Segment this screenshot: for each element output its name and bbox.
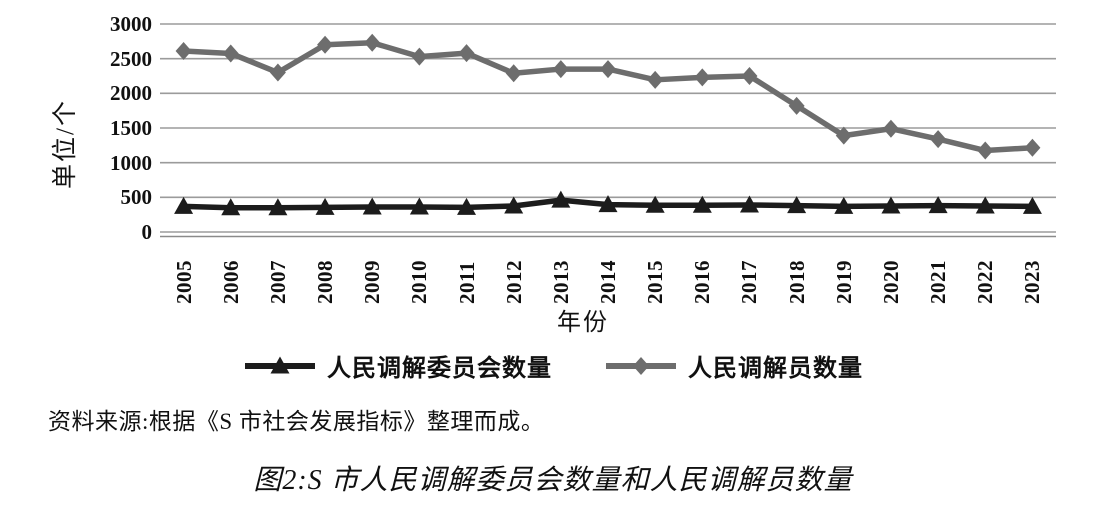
triangle-marker — [928, 196, 948, 214]
diamond-marker — [835, 126, 852, 145]
diamond-marker — [317, 35, 334, 54]
x-tick-label: 2006 — [218, 260, 243, 304]
figure-caption: 图2:S 市人民调解委员会数量和人民调解员数量 — [253, 465, 853, 496]
triangle-marker — [692, 195, 712, 213]
triangle-marker — [362, 197, 382, 215]
triangle-marker — [504, 196, 524, 214]
triangle-marker — [221, 198, 241, 216]
x-tick-label: 2018 — [784, 260, 809, 304]
triangle-marker — [1022, 196, 1042, 214]
triangle-marker — [268, 198, 288, 216]
chart-plot-area — [160, 23, 1056, 238]
diamond-marker — [741, 67, 758, 85]
x-tick-label: 2009 — [360, 260, 385, 304]
triangle-marker — [645, 195, 665, 213]
y-tick-label: 0 — [141, 220, 153, 244]
diamond-marker — [647, 70, 664, 89]
diamond-marker — [458, 44, 475, 63]
x-tick-label: 2010 — [407, 260, 432, 304]
triangle-marker — [598, 195, 618, 213]
y-tick-label: 2500 — [110, 46, 152, 71]
legend-label: 人民调解委员会数量 — [327, 355, 552, 382]
diamond-marker — [411, 47, 428, 66]
diamond-marker — [364, 33, 381, 52]
diamond-marker — [1024, 138, 1041, 157]
diamond-marker — [222, 44, 239, 63]
y-tick-label: 1000 — [110, 150, 152, 175]
legend-diamond-marker-icon — [606, 356, 676, 375]
legend-item: 人民调解委员会数量 — [243, 348, 552, 383]
x-tick-label: 2021 — [926, 260, 951, 304]
diamond-marker — [882, 119, 899, 138]
diamond-marker — [977, 141, 994, 160]
x-tick-label: 2014 — [596, 260, 620, 304]
legend-triangle-marker-icon — [245, 356, 315, 373]
triangle-marker — [174, 196, 194, 214]
diamond-marker — [269, 63, 286, 82]
triangle-marker — [315, 197, 335, 215]
diamond-marker — [600, 60, 616, 79]
x-tick-label: 2005 — [171, 260, 196, 304]
y-tick-label: 3000 — [110, 12, 152, 36]
x-tick-label: 2012 — [501, 260, 526, 304]
legend-item: 人民调解员数量 — [604, 348, 863, 383]
x-tick-label: 2019 — [831, 260, 856, 304]
diamond-marker — [552, 60, 569, 79]
y-tick-label: 2000 — [110, 81, 152, 106]
legend-label: 人民调解员数量 — [688, 355, 863, 382]
x-tick-label: 2016 — [690, 260, 715, 304]
x-tick-label: 2023 — [1020, 260, 1045, 304]
legend: 人民调解委员会数量 人民调解员数量 — [0, 348, 1106, 383]
x-tick-label: 2017 — [737, 260, 762, 304]
diamond-marker — [694, 68, 711, 87]
legend-marker-shape — [633, 356, 649, 375]
triangle-marker — [787, 196, 807, 214]
x-tick-label: 2007 — [265, 260, 290, 304]
x-tick-label: 2020 — [878, 260, 903, 304]
triangle-marker — [457, 197, 477, 215]
legend-marker-shape — [270, 356, 290, 373]
y-tick-label: 500 — [120, 185, 153, 210]
x-tick-label: 2022 — [973, 260, 998, 304]
x-tick-label: 2011 — [454, 261, 479, 304]
x-tick-label: 2013 — [548, 260, 573, 304]
diamond-marker — [505, 64, 522, 83]
triangle-marker — [409, 197, 429, 215]
y-tick-label: 1500 — [110, 116, 152, 140]
triangle-marker — [881, 196, 901, 214]
x-axis-title: 年份 — [557, 310, 609, 336]
triangle-marker — [551, 190, 571, 208]
diamond-marker — [930, 130, 947, 149]
diamond-marker — [175, 42, 192, 61]
triangle-marker — [739, 195, 759, 213]
triangle-marker — [834, 196, 854, 214]
source-note: 资料来源:根据《S 市社会发展指标》整理而成。 — [48, 409, 545, 434]
x-tick-label: 2015 — [643, 260, 668, 304]
triangle-marker — [975, 196, 995, 214]
x-tick-label: 2008 — [313, 260, 338, 304]
diamond-marker — [788, 96, 805, 115]
